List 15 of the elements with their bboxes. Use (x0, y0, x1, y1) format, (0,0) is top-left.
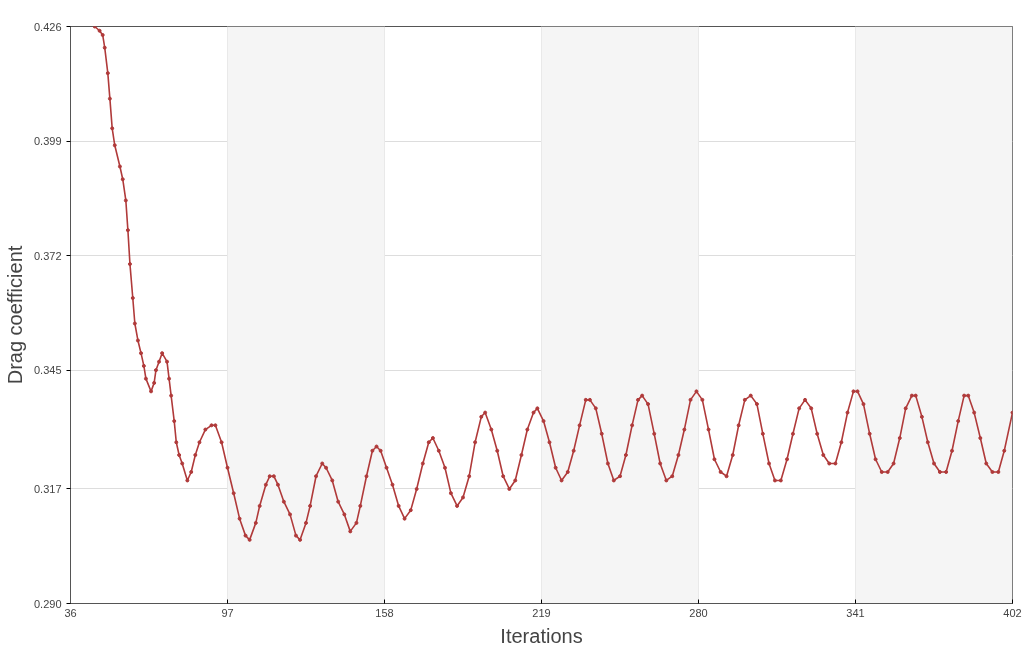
y-axis-title: Drag coefficient (3, 245, 26, 385)
y-tick-label: 0.317 (33, 482, 62, 495)
x-tick-label: 36 (64, 606, 77, 619)
y-tick-label: 0.372 (33, 249, 62, 262)
x-tick-label: 341 (846, 606, 865, 619)
x-tick-label: 219 (532, 606, 551, 619)
x-tick-label: 402 (1003, 606, 1022, 619)
y-tick-label: 0.290 (33, 597, 62, 610)
x-tick-label: 158 (375, 606, 394, 619)
y-tick-label: 0.345 (33, 364, 62, 377)
x-axis-title: Iterations (500, 624, 583, 647)
y-tick-label: 0.426 (33, 20, 62, 33)
y-tick-label: 0.399 (33, 135, 62, 148)
x-tick-label: 280 (689, 606, 708, 619)
x-tick-label: 97 (221, 606, 234, 619)
